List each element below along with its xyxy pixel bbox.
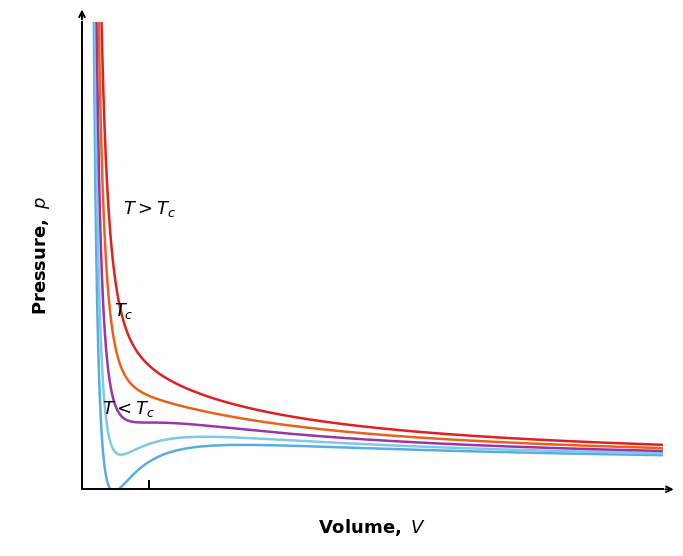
Text: $T < T_c$: $T < T_c$ (102, 399, 155, 419)
Text: $T_c$: $T_c$ (113, 301, 133, 321)
Text: $\mathbf{Volume,}$ $\mathit{V}$: $\mathbf{Volume,}$ $\mathit{V}$ (318, 517, 426, 538)
Text: $\mathbf{Pressure,}$ $\mathit{p}$: $\mathbf{Pressure,}$ $\mathit{p}$ (31, 196, 52, 315)
Text: $T > T_c$: $T > T_c$ (123, 199, 176, 219)
